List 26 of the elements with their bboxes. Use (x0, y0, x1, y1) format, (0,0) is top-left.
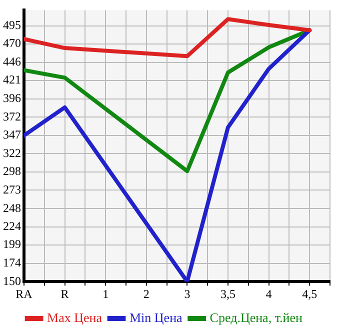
y-tick-label: 273 (3, 182, 21, 196)
y-tick-label: 470 (3, 36, 21, 50)
legend-label: Min Цена (130, 310, 183, 325)
x-tick-label: 4 (266, 286, 272, 301)
y-tick-label: 446 (3, 54, 21, 68)
x-tick-label: 3 (184, 286, 190, 301)
x-tick-label: R (60, 286, 69, 301)
y-tick-label: 150 (3, 274, 21, 288)
x-tick-label: 3,5 (220, 286, 236, 301)
y-tick-label: 224 (3, 218, 21, 233)
x-tick-label: RA (16, 286, 33, 301)
x-tick-label: 2 (143, 286, 150, 301)
y-tick-label: 396 (3, 91, 21, 106)
y-tick-label: 421 (3, 72, 21, 87)
x-tick-label: 4,5 (302, 286, 318, 301)
y-tick-label: 495 (3, 18, 21, 32)
y-tick-label: 347 (3, 128, 21, 142)
y-tick-label: 199 (3, 237, 21, 252)
y-tick-label: 174 (3, 256, 21, 270)
legend-label: Max Цена (47, 310, 102, 325)
y-tick-label: 248 (3, 200, 21, 215)
y-tick-label: 372 (3, 109, 21, 124)
x-tick-label: 1 (102, 286, 109, 301)
y-tick-label: 322 (3, 146, 21, 160)
y-tick-label: 298 (3, 164, 21, 178)
legend-label: Сред.Цена, т.йен (210, 310, 303, 325)
